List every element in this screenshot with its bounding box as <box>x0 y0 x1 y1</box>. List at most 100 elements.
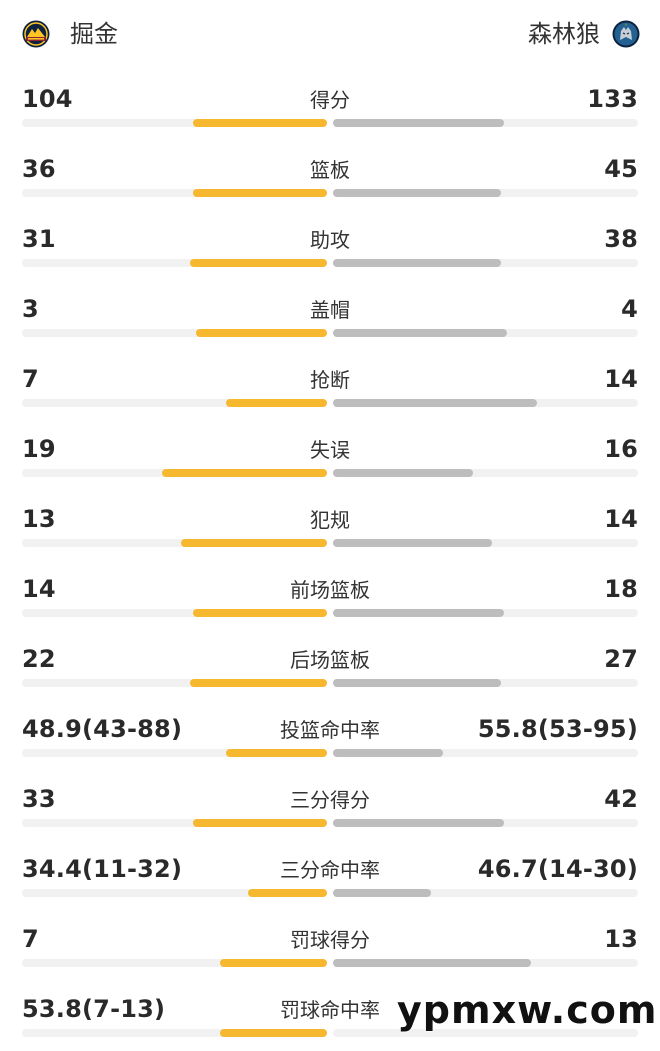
left-bar-track <box>22 259 327 267</box>
left-team-bar <box>193 119 327 127</box>
left-team-value: 104 <box>22 85 73 113</box>
left-team-value: 34.4(11-32) <box>22 855 183 883</box>
right-bar-track <box>333 1029 638 1037</box>
right-team-bar <box>333 539 492 547</box>
right-team-bar <box>333 119 504 127</box>
left-bar-track <box>22 329 327 337</box>
right-team-value: 4 <box>621 295 638 323</box>
left-bar-track <box>22 1029 327 1037</box>
left-team-bar <box>226 749 327 757</box>
right-team-value: 46.7(14-30) <box>477 855 638 883</box>
left-team-name: 掘金 <box>70 20 118 48</box>
left-team-bar <box>193 819 327 827</box>
left-team-bar <box>162 469 327 477</box>
left-bar-track <box>22 609 327 617</box>
left-team-bar <box>196 329 327 337</box>
left-bar-track <box>22 819 327 827</box>
team-header: 掘金 森林狼 <box>0 0 660 70</box>
left-team-value: 31 <box>22 225 56 253</box>
left-team-bar <box>220 959 327 967</box>
right-team-value: 13 <box>604 925 638 953</box>
watermark-text: ypmxw.com <box>397 988 658 1032</box>
left-team-bar <box>193 189 327 197</box>
stat-label: 助攻 <box>310 228 350 252</box>
stat-row: 13 犯规 14 <box>0 490 660 560</box>
right-team-value: 27 <box>604 645 638 673</box>
stat-row: 14 前场篮板 18 <box>0 560 660 630</box>
right-team-bar <box>333 819 504 827</box>
right-team-value: 18 <box>604 575 638 603</box>
stat-row: 7 罚球得分 13 <box>0 910 660 980</box>
stat-label: 前场篮板 <box>290 578 370 602</box>
stat-label: 抢断 <box>310 368 350 392</box>
left-bar-track <box>22 749 327 757</box>
stat-row: 22 后场篮板 27 <box>0 630 660 700</box>
stat-row: 7 抢断 14 <box>0 350 660 420</box>
left-bar-track <box>22 399 327 407</box>
stat-row: 48.9(43-88) 投篮命中率 55.8(53-95) <box>0 700 660 770</box>
left-bar-track <box>22 539 327 547</box>
stat-row: 104 得分 133 <box>0 70 660 140</box>
stat-label: 盖帽 <box>310 298 350 322</box>
right-bar-track <box>333 469 638 477</box>
stat-label: 投篮命中率 <box>280 718 380 742</box>
nuggets-logo-icon <box>22 20 50 48</box>
stat-label: 罚球得分 <box>290 928 370 952</box>
stat-row: 19 失误 16 <box>0 420 660 490</box>
right-team-bar <box>333 189 501 197</box>
left-team-value: 7 <box>22 365 39 393</box>
right-team-value: 14 <box>604 505 638 533</box>
right-team-name: 森林狼 <box>528 20 600 48</box>
left-team-value: 13 <box>22 505 56 533</box>
stat-label: 失误 <box>310 438 350 462</box>
right-team-bar <box>333 259 501 267</box>
stats-comparison-list: 104 得分 133 36 篮板 45 31 助攻 38 3 盖帽 4 7 抢断 14 19 失误 16 13 犯规 1… <box>0 70 660 1050</box>
right-team-value: 133 <box>587 85 638 113</box>
stat-label: 罚球命中率 <box>280 998 380 1022</box>
right-bar-track <box>333 889 638 897</box>
stat-label: 得分 <box>310 88 350 112</box>
left-team-value: 19 <box>22 435 56 463</box>
left-team-value: 22 <box>22 645 56 673</box>
left-team-value: 53.8(7-13) <box>22 995 166 1023</box>
left-team-bar <box>181 539 327 547</box>
stat-label: 犯规 <box>310 508 350 532</box>
right-bar-track <box>333 749 638 757</box>
left-bar-track <box>22 679 327 687</box>
stat-label: 后场篮板 <box>290 648 370 672</box>
stat-label: 篮板 <box>310 158 350 182</box>
stat-row: 34.4(11-32) 三分命中率 46.7(14-30) <box>0 840 660 910</box>
right-team-value: 14 <box>604 365 638 393</box>
left-team-value: 36 <box>22 155 56 183</box>
left-team-bar <box>226 399 327 407</box>
left-team[interactable]: 掘金 <box>22 18 118 50</box>
left-team-value: 14 <box>22 575 56 603</box>
stat-row: 53.8(7-13) 罚球命中率 <box>0 980 660 1050</box>
right-team-bar <box>333 889 431 897</box>
left-bar-track <box>22 119 327 127</box>
timberwolves-logo-icon <box>612 20 640 48</box>
right-team-value: 45 <box>604 155 638 183</box>
stat-label: 三分得分 <box>290 788 370 812</box>
right-team-value: 42 <box>604 785 638 813</box>
left-team-bar <box>190 679 327 687</box>
right-team-bar <box>333 329 507 337</box>
left-bar-track <box>22 889 327 897</box>
left-team-value: 3 <box>22 295 39 323</box>
left-team-value: 33 <box>22 785 56 813</box>
left-team-bar <box>190 259 327 267</box>
right-team-bar <box>333 679 501 687</box>
left-team-bar <box>220 1029 327 1037</box>
left-bar-track <box>22 189 327 197</box>
right-team-bar <box>333 749 443 757</box>
right-team-value: 55.8(53-95) <box>477 715 638 743</box>
left-team-value: 48.9(43-88) <box>22 715 183 743</box>
stat-row: 3 盖帽 4 <box>0 280 660 350</box>
stat-row: 36 篮板 45 <box>0 140 660 210</box>
left-team-bar <box>248 889 327 897</box>
right-team-bar <box>333 469 473 477</box>
stat-row: 33 三分得分 42 <box>0 770 660 840</box>
right-team[interactable]: 森林狼 <box>528 18 640 50</box>
right-team-value: 16 <box>604 435 638 463</box>
left-team-bar <box>193 609 327 617</box>
